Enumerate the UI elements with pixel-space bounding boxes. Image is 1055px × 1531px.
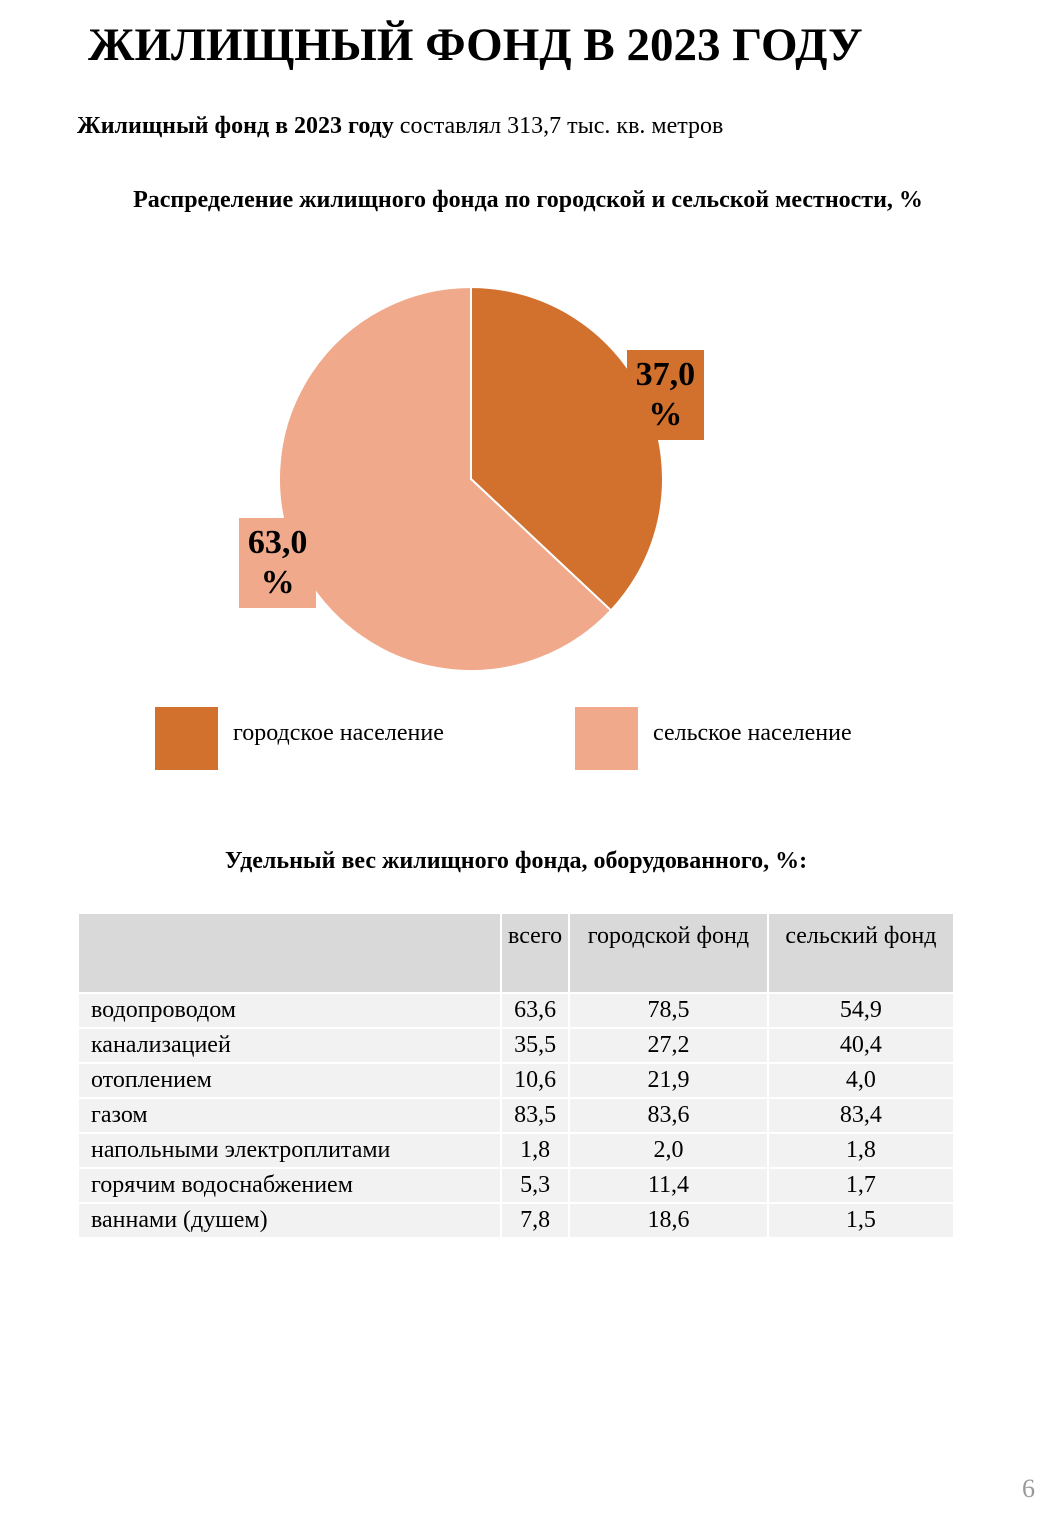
table-cell: 4,0: [766, 1062, 956, 1099]
header-cell: всего: [499, 912, 571, 994]
table-row: водопроводом 63,6 78,5 54,9: [77, 992, 956, 1029]
chart-title: Распределение жилищного фонда по городск…: [133, 187, 923, 213]
table-cell: 27,2: [568, 1027, 769, 1064]
table-cell: 1,5: [766, 1202, 956, 1239]
legend-swatch: [155, 707, 218, 770]
table-cell: 35,5: [499, 1027, 571, 1064]
table-cell: 1,7: [766, 1167, 956, 1204]
table-cell: 40,4: [766, 1027, 956, 1064]
legend-swatch: [575, 707, 638, 770]
page-title: ЖИЛИЩНЫЙ ФОНД В 2023 ГОДУ: [88, 19, 863, 71]
table-cell: канализацией: [77, 1027, 502, 1064]
header-cell: [77, 912, 502, 994]
legend-label: городское население: [233, 720, 444, 746]
table-title: Удельный вес жилищного фонда, оборудован…: [224, 848, 808, 874]
table-cell: 83,5: [499, 1097, 571, 1134]
table-row: канализацией 35,5 27,2 40,4: [77, 1027, 956, 1064]
subtitle: Жилищный фонд в 2023 году составлял 313,…: [77, 113, 723, 140]
legend-label: сельское население: [653, 720, 852, 746]
table-cell: 10,6: [499, 1062, 571, 1099]
header-row: всего городской фонд сельский фонд: [77, 912, 956, 994]
table-cell: 78,5: [568, 992, 769, 1029]
table-cell: водопроводом: [77, 992, 502, 1029]
data-label: 37,0 %: [626, 350, 704, 441]
table-cell: 18,6: [568, 1202, 769, 1239]
table-cell: отоплением: [77, 1062, 502, 1099]
table-cell: 21,9: [568, 1062, 769, 1099]
table-row: горячим водоснабжением 5,3 11,4 1,7: [77, 1167, 956, 1204]
subtitle-rest: составлял 313,7 тыс. кв. метров: [399, 113, 724, 139]
table-cell: 1,8: [766, 1132, 956, 1169]
page-number: 6: [1022, 1474, 1035, 1503]
table-cell: 5,3: [499, 1167, 571, 1204]
data-label: 63,0 %: [239, 517, 317, 608]
table-row: ваннами (душем) 7,8 18,6 1,5: [77, 1202, 956, 1239]
table: всего городской фонд сельский фонд водопров…: [77, 912, 956, 1239]
header-cell: городской фонд: [568, 912, 769, 994]
table-cell: 83,6: [568, 1097, 769, 1134]
table-cell: 54,9: [766, 992, 956, 1029]
table-cell: газом: [77, 1097, 502, 1134]
table-cell: 83,4: [766, 1097, 956, 1134]
subtitle-bold: Жилищный фонд в 2023 году: [77, 113, 394, 139]
table-row: газом 83,5 83,6 83,4: [77, 1097, 956, 1134]
table-cell: 1,8: [499, 1132, 571, 1169]
table-cell: напольными электроплитами: [77, 1132, 502, 1169]
table-row: напольными электроплитами 1,8 2,0 1,8: [77, 1132, 956, 1169]
pie-chart: [278, 285, 664, 672]
table-cell: ваннами (душем): [77, 1202, 502, 1239]
header-cell: сельский фонд: [766, 912, 956, 994]
table-cell: 63,6: [499, 992, 571, 1029]
table-cell: 7,8: [499, 1202, 571, 1239]
table-cell: 2,0: [568, 1132, 769, 1169]
table-row: отоплением 10,6 21,9 4,0: [77, 1062, 956, 1099]
table-cell: 11,4: [568, 1167, 769, 1204]
table-cell: горячим водоснабжением: [77, 1167, 502, 1204]
